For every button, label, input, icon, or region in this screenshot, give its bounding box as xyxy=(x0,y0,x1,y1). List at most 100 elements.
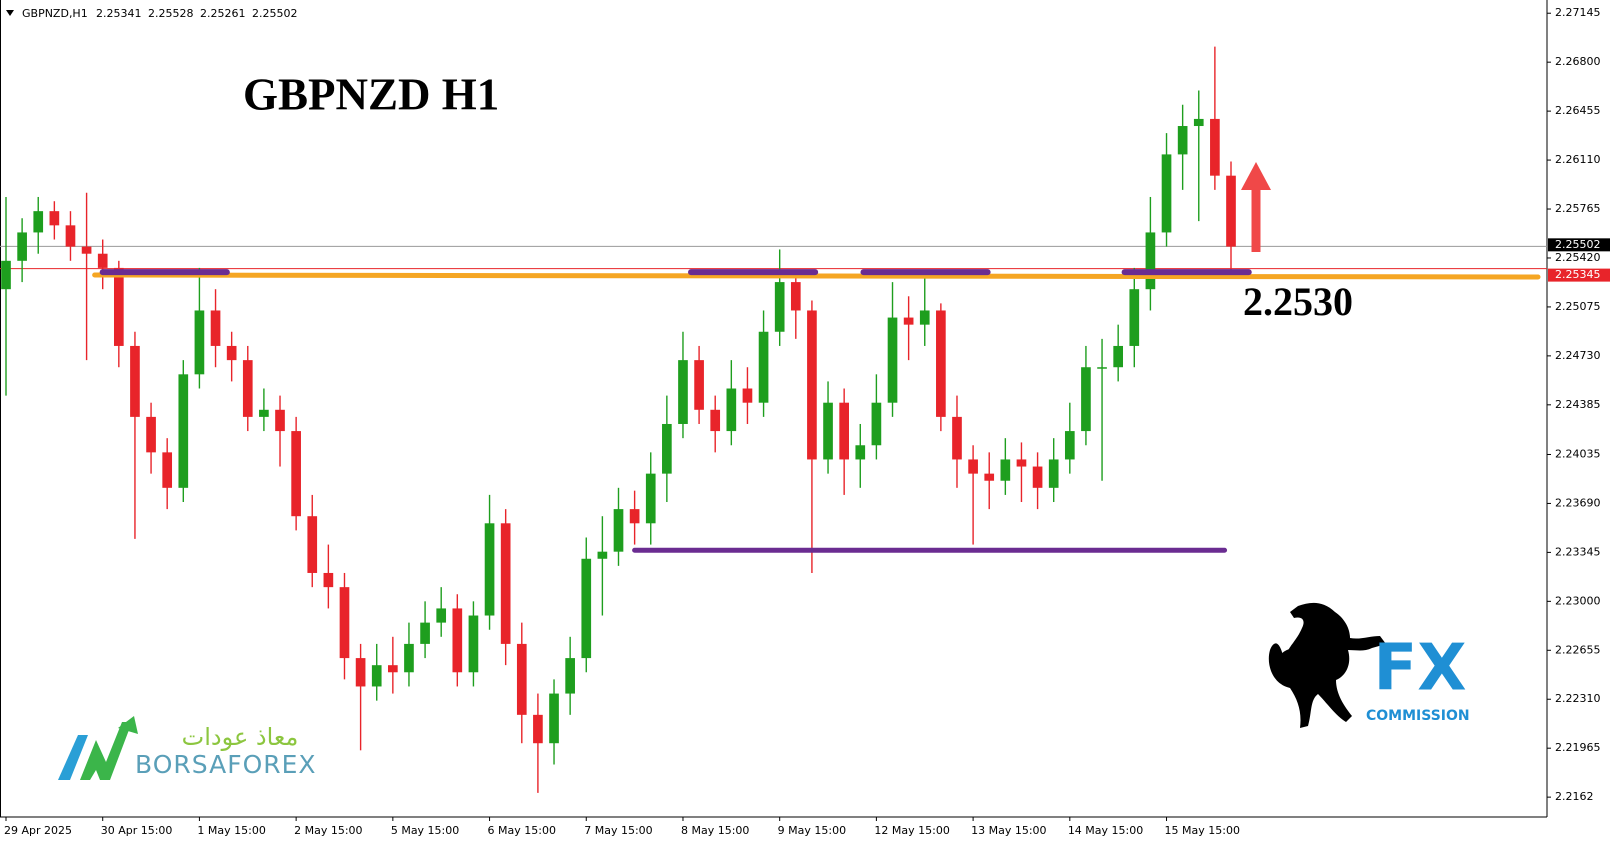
candle-body xyxy=(1113,345,1124,368)
up-arrow-head xyxy=(1241,162,1271,190)
y-tick-label: 2.23000 xyxy=(1555,594,1601,607)
candle-body xyxy=(65,225,76,247)
price-box-label: 2.25502 xyxy=(1555,238,1601,251)
candle-body xyxy=(742,388,753,403)
level-line xyxy=(92,272,1541,280)
y-tick-label: 2.25075 xyxy=(1555,300,1601,313)
candle-body xyxy=(1016,459,1027,467)
candle-body xyxy=(436,608,447,623)
candle-body xyxy=(1129,289,1140,346)
x-tick-label: 5 May 15:00 xyxy=(391,824,459,837)
candle-body xyxy=(597,551,608,559)
x-tick-label: 9 May 15:00 xyxy=(778,824,846,837)
candle-body xyxy=(694,360,704,410)
candle-body xyxy=(887,317,898,403)
candle-body xyxy=(323,572,334,588)
y-tick-label: 2.22655 xyxy=(1555,643,1601,656)
candle-body xyxy=(919,310,930,325)
candle-body xyxy=(629,509,640,524)
candle-body xyxy=(855,445,866,460)
candle-body xyxy=(291,431,301,517)
y-tick-label: 2.24035 xyxy=(1555,447,1601,460)
candle-body xyxy=(420,622,430,644)
fxcommission-logo: FX COMMISSION xyxy=(1268,602,1470,728)
level-label: 2.2530 xyxy=(1243,279,1353,324)
candle-body xyxy=(49,211,60,226)
logo-stroke xyxy=(80,722,132,780)
candle-body xyxy=(226,345,237,361)
candle-body xyxy=(388,665,398,673)
price-box xyxy=(1548,268,1610,282)
x-tick-label: 6 May 15:00 xyxy=(488,824,556,837)
logo-arrow xyxy=(118,716,138,734)
y-tick-label: 2.23345 xyxy=(1555,545,1601,558)
brand-arabic: معاذ عودات xyxy=(182,723,299,751)
candle-body xyxy=(1000,459,1011,481)
price-box xyxy=(1548,238,1610,252)
candle-body xyxy=(259,409,269,417)
x-tick-label: 12 May 15:00 xyxy=(874,824,949,837)
candle-body xyxy=(678,360,688,424)
header-symbol: GBPNZD,H1 xyxy=(22,7,88,20)
y-tick-label: 2.26800 xyxy=(1555,55,1601,68)
y-tick-label: 2.24385 xyxy=(1555,398,1601,411)
candle-body xyxy=(952,416,962,460)
candle-body xyxy=(533,714,543,744)
candle-body xyxy=(113,267,124,346)
candle-body xyxy=(1161,154,1172,233)
candle-body xyxy=(1097,367,1107,369)
y-tick-label: 2.26455 xyxy=(1555,104,1601,117)
candle-body xyxy=(968,459,978,474)
candle-body xyxy=(355,658,366,687)
header-low: 2.25261 xyxy=(200,7,246,20)
candle-body xyxy=(194,310,205,375)
y-tick-label: 2.22310 xyxy=(1555,692,1601,705)
logo-stroke xyxy=(58,735,88,780)
candle-body xyxy=(404,643,414,673)
header-open: 2.25341 xyxy=(96,7,142,20)
candle-body xyxy=(242,360,253,417)
y-tick-label: 2.25420 xyxy=(1555,251,1601,264)
candle-body xyxy=(645,473,656,524)
candle-body xyxy=(710,409,721,432)
candle-body xyxy=(307,516,318,573)
candle-body xyxy=(790,282,801,311)
candle-body xyxy=(1145,232,1156,290)
brand-caption: COMMISSION xyxy=(1366,708,1470,724)
candle-body xyxy=(339,587,350,659)
y-tick-label: 2.25765 xyxy=(1555,202,1601,215)
horse xyxy=(1268,602,1386,728)
candle-body xyxy=(871,402,882,446)
candle-body xyxy=(33,211,44,233)
candle-body xyxy=(178,374,189,488)
chart-title: GBPNZD H1 xyxy=(243,69,499,119)
y-tick-label: 2.2162 xyxy=(1555,790,1594,803)
candle-body xyxy=(484,523,495,616)
x-tick-label: 14 May 15:00 xyxy=(1068,824,1143,837)
candle-body xyxy=(726,388,737,432)
candle-body xyxy=(984,473,995,481)
candle-body xyxy=(162,452,173,488)
x-tick-label: 15 May 15:00 xyxy=(1165,824,1240,837)
candle-body xyxy=(565,658,575,694)
candle-body xyxy=(758,331,769,403)
candle-body xyxy=(662,423,672,474)
candle-body xyxy=(1193,118,1204,127)
candle-body xyxy=(1032,466,1043,488)
price-box-label: 2.25345 xyxy=(1555,268,1601,281)
candle-body xyxy=(130,345,140,417)
horse-tail xyxy=(1276,649,1292,681)
candle-body xyxy=(500,523,511,644)
candle-body xyxy=(146,416,156,453)
candle-body xyxy=(823,402,833,460)
x-tick-label: 30 Apr 15:00 xyxy=(101,824,173,837)
candle-body xyxy=(468,615,479,673)
candle-body xyxy=(81,246,92,254)
x-tick-label: 29 Apr 2025 xyxy=(4,824,72,837)
candle-body xyxy=(1226,175,1236,247)
header-high: 2.25528 xyxy=(148,7,194,20)
candle-body xyxy=(839,402,849,460)
